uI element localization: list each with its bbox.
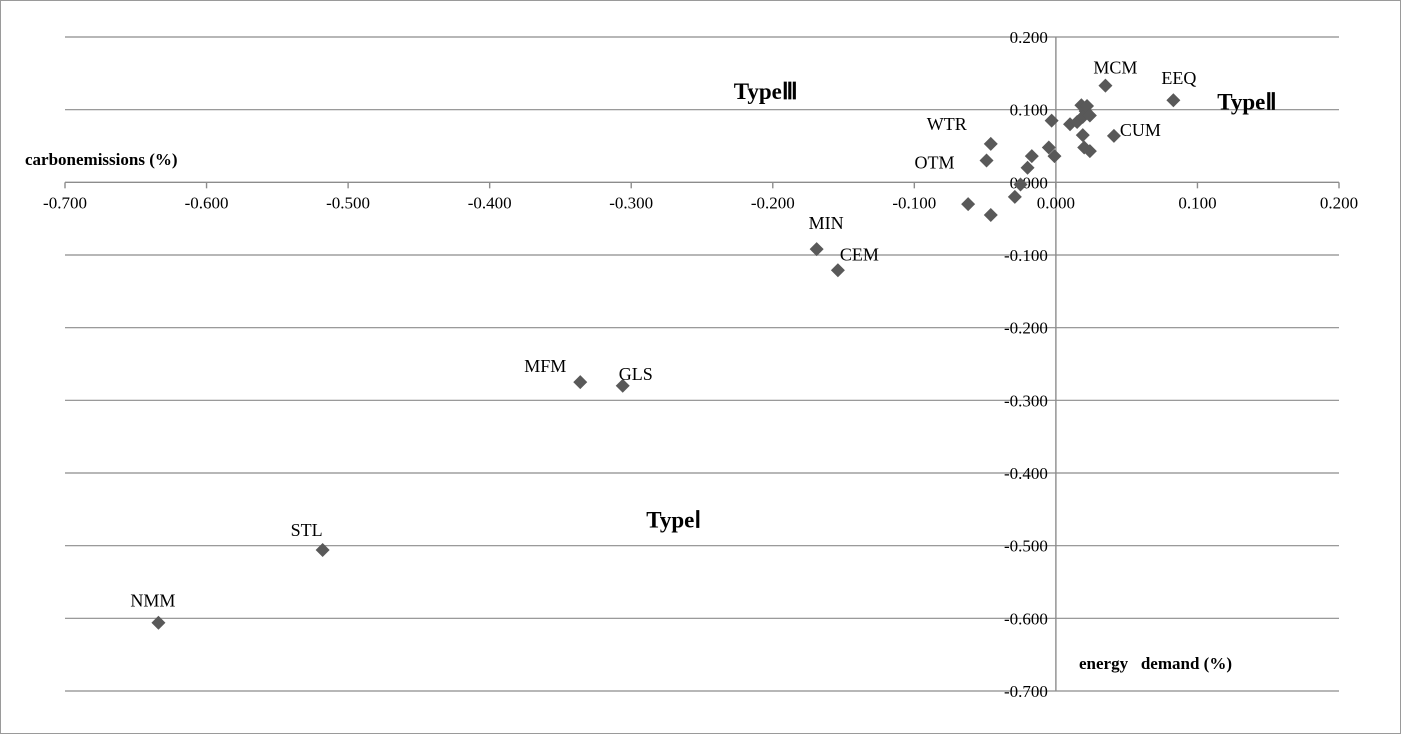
x-tick-label: -0.700 [43,193,87,212]
point-label-nmm: NMM [130,591,175,611]
data-point-nmm [151,615,166,630]
point-label-wtr: WTR [927,114,967,134]
y-tick-label: 0.200 [1010,28,1048,47]
data-point [1007,189,1022,204]
data-point-mcm [1098,78,1113,93]
x-tick-label: -0.100 [892,193,936,212]
data-point-eeq [1166,93,1181,108]
y-tick-label: -0.500 [1004,537,1048,556]
x-tick-label: -0.600 [185,193,229,212]
point-label-eeq: EEQ [1161,68,1196,88]
x-tick-label: 0.100 [1178,193,1216,212]
point-labels: MCM EEQ CUM WTR OTM MIN CEM MFM GLS STL NMM [130,58,1196,611]
point-label-cem: CEM [840,244,879,264]
data-point [1020,160,1035,175]
region-label: TypeⅢ [734,79,798,104]
data-point-stl [315,543,330,558]
x-axis-title: energy demand (%) [1079,654,1232,673]
y-tick-label: -0.200 [1004,319,1048,338]
data-point-otm [979,153,994,168]
point-label-mfm: MFM [524,356,566,376]
point-label-cum: CUM [1120,120,1161,140]
point-label-otm: OTM [915,153,955,173]
gridlines [65,36,1339,692]
y-tick-label: -0.600 [1004,609,1048,628]
x-tick-label: -0.500 [326,193,370,212]
x-tick-label: 0.000 [1037,193,1075,212]
region-label: TypeⅡ [1217,90,1276,115]
x-tick-label: -0.400 [468,193,512,212]
data-point [961,197,976,212]
y-tick-label: -0.300 [1004,391,1048,410]
point-label-mcm: MCM [1093,58,1137,78]
data-point-mfm [573,375,588,390]
y-tick-label: -0.400 [1004,464,1048,483]
data-point [1082,108,1097,123]
tick-labels: 0.200 0.100 0.000 -0.100 -0.200 -0.300 -0.400 -… [43,28,1358,701]
data-point-gls [615,378,630,393]
data-point-wtr [983,136,998,151]
region-labels: TypeⅢ TypeⅡ TypeⅠ [646,79,1276,533]
data-points [151,78,1181,630]
data-point-cem [830,263,845,278]
data-point-min [809,242,824,257]
data-point [1041,140,1056,155]
y-tick-label: -0.100 [1004,246,1048,265]
y-tick-label: -0.700 [1004,682,1048,701]
data-point [1082,144,1097,159]
region-label: TypeⅠ [646,508,701,533]
point-label-gls: GLS [619,364,653,384]
data-point [1047,149,1062,164]
data-point [1044,113,1059,128]
point-label-min: MIN [809,213,844,233]
data-point [1024,149,1039,164]
x-tick-label: -0.200 [751,193,795,212]
point-label-stl: STL [291,520,323,540]
axes [64,37,1340,691]
x-tick-label: 0.200 [1320,193,1358,212]
y-tick-label: 0.100 [1010,101,1048,120]
data-point [983,208,998,223]
x-tick-label: -0.300 [609,193,653,212]
data-point [1013,177,1028,192]
data-point-cum [1106,128,1121,143]
data-point [1075,128,1090,143]
y-axis-title: carbonemissions (%) [25,150,178,169]
